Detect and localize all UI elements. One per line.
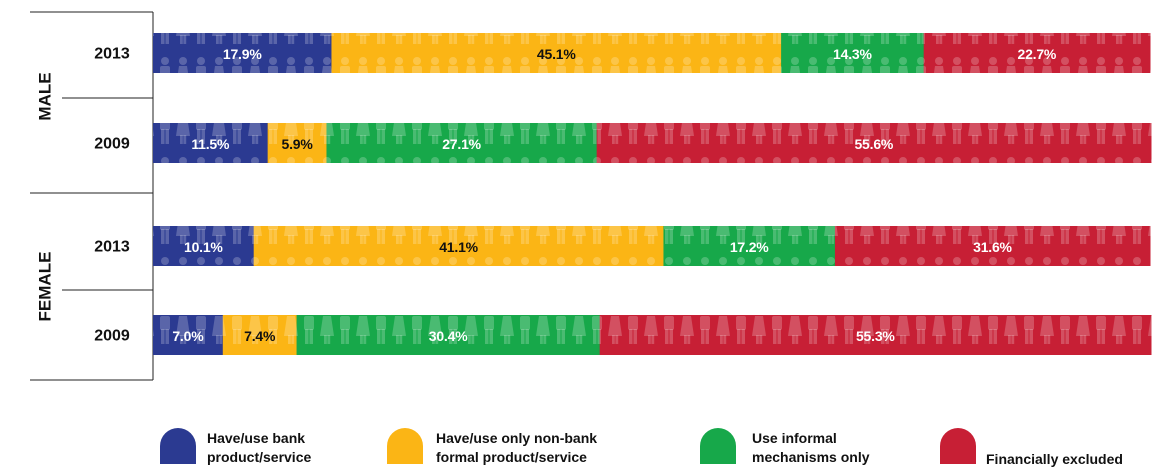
legend: Have/use bank product/service Have/use onl…: [160, 428, 1123, 467]
people-pattern-overlay: [596, 123, 1152, 163]
year-label: 2009: [94, 328, 130, 345]
people-pattern-overlay: [326, 123, 598, 163]
legend-label: product/service: [207, 449, 311, 465]
legend-label: Use informal: [752, 430, 837, 446]
people-pattern-overlay: [599, 315, 1152, 355]
data-label: 22.7%: [1017, 46, 1056, 62]
data-label: 14.3%: [833, 46, 872, 62]
data-label: 41.1%: [439, 239, 478, 255]
people-pattern-overlay: [153, 315, 224, 355]
data-label: 31.6%: [973, 239, 1012, 255]
legend-label: formal product/service: [436, 449, 587, 465]
data-label: 11.5%: [191, 136, 230, 152]
row-labels-layer: MALE 2013 2009 FEMALE 2013 2009: [36, 46, 130, 345]
people-pattern-overlay: [296, 315, 601, 355]
legend-label: Have/use bank: [207, 430, 305, 446]
bars-layer: 17.9% 45.1% 14.3% 22.7% 11.5% 5.9% 27.1% 55.6% 1…: [153, 33, 1152, 355]
legend-label: Have/use only non-bank: [436, 430, 597, 446]
data-label: 7.0%: [172, 328, 204, 344]
people-pattern-overlay: [267, 123, 327, 163]
data-label: 55.6%: [854, 136, 893, 152]
people-pattern-overlay: [153, 123, 269, 163]
data-label: 10.1%: [184, 239, 223, 255]
year-label: 2013: [94, 239, 130, 256]
data-label: 5.9%: [282, 136, 314, 152]
data-label: 55.3%: [856, 328, 895, 344]
legend-label: mechanisms only: [752, 449, 870, 465]
people-pattern-overlay: [923, 33, 1151, 73]
data-label: 27.1%: [442, 136, 481, 152]
people-pattern-overlay: [153, 33, 332, 73]
people-pattern-overlay: [253, 226, 664, 266]
legend-swatch: [160, 428, 196, 464]
year-label: 2009: [94, 136, 130, 153]
people-pattern-overlay: [222, 315, 298, 355]
legend-swatch: [700, 428, 736, 464]
people-pattern-overlay: [331, 33, 782, 73]
data-label: 45.1%: [537, 46, 576, 62]
people-pattern-overlay: [834, 226, 1151, 266]
chart-frame: [30, 11, 154, 381]
legend-swatch: [387, 428, 423, 464]
group-label-male: MALE: [36, 72, 55, 120]
people-pattern-overlay: [663, 226, 836, 266]
legend-label: Financially excluded: [986, 451, 1123, 467]
legend-swatch: [940, 428, 976, 464]
data-label: 17.9%: [223, 46, 262, 62]
year-label: 2013: [94, 46, 130, 63]
data-label: 7.4%: [244, 328, 276, 344]
people-pattern-overlay: [153, 226, 255, 266]
group-label-female: FEMALE: [36, 252, 55, 322]
data-label: 17.2%: [730, 239, 769, 255]
people-pattern-overlay: [781, 33, 925, 73]
data-label: 30.4%: [429, 328, 468, 344]
